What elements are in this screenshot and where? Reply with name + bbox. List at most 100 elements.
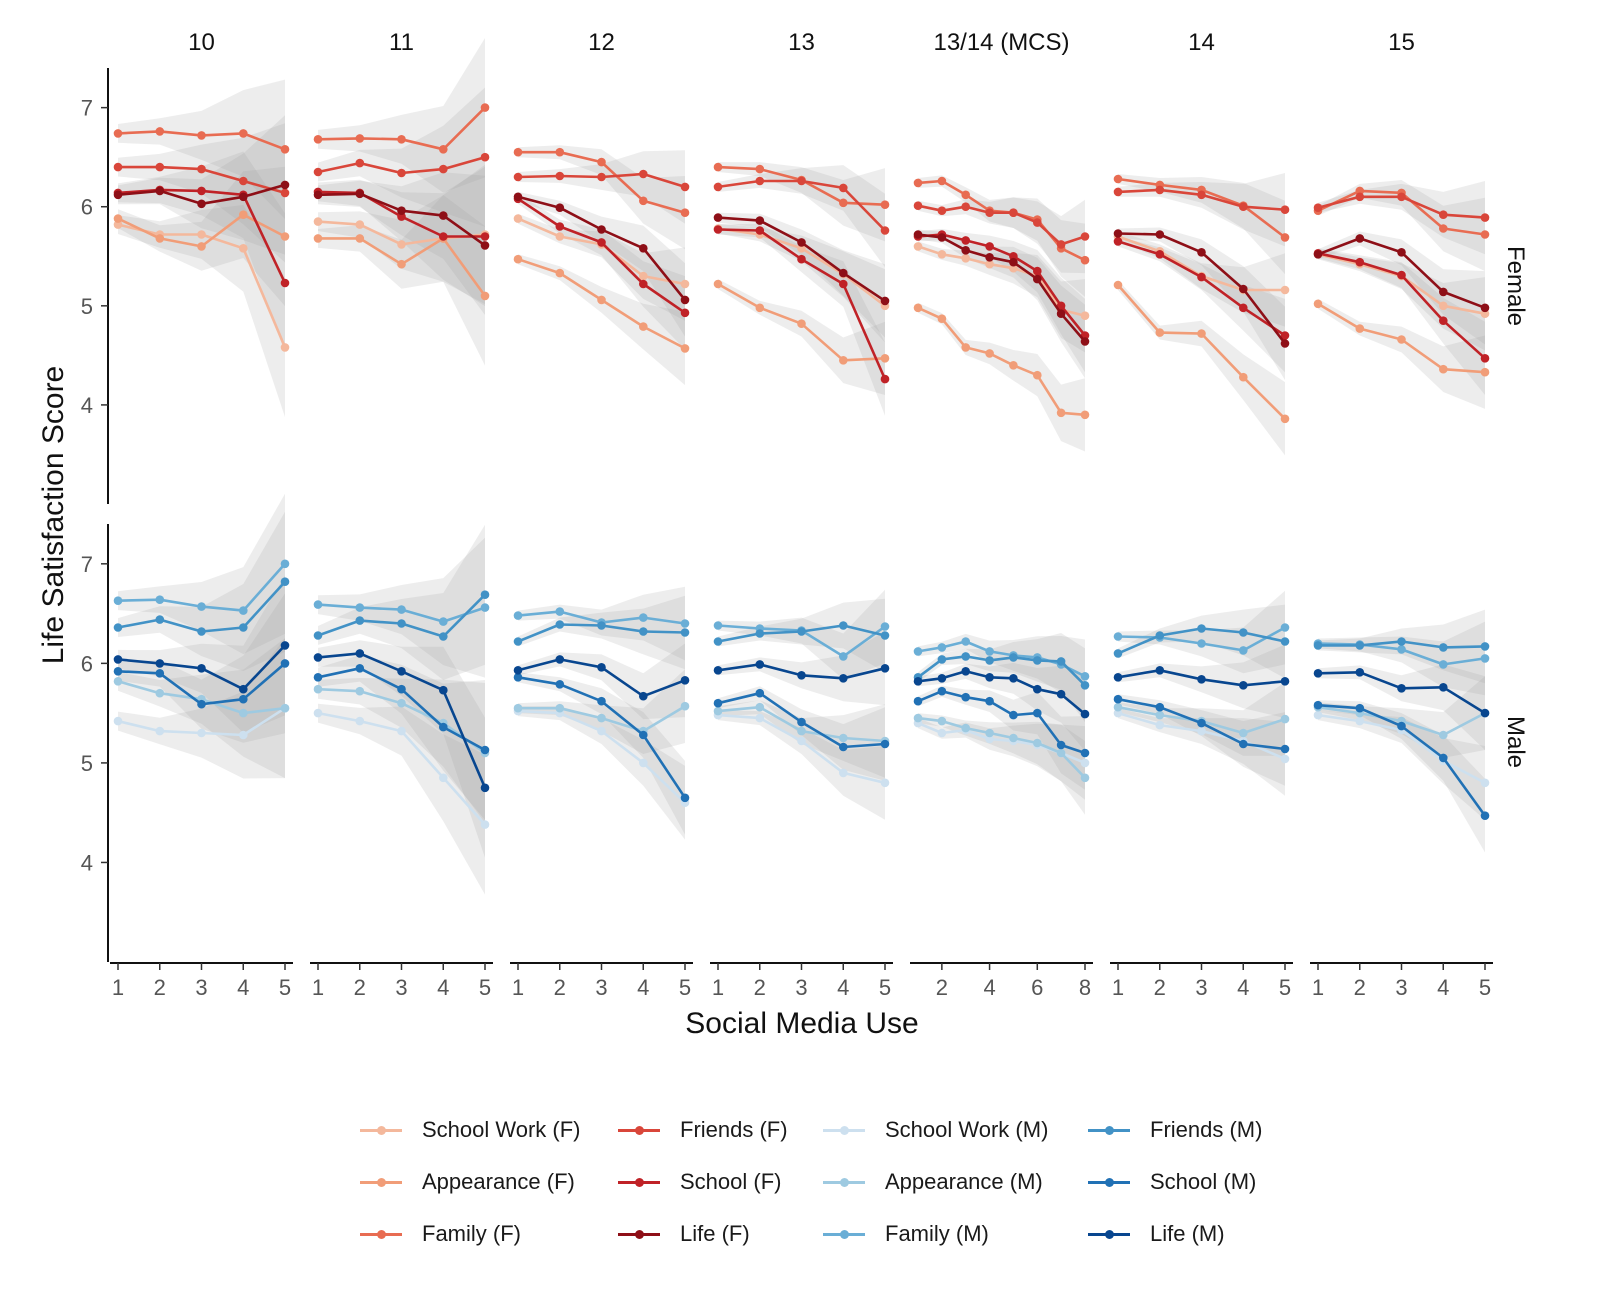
data-point-1-2-1	[555, 268, 565, 278]
data-point-1-2-3	[639, 322, 648, 331]
data-point-9-1-3	[439, 632, 448, 641]
x-tick-label: 2	[754, 975, 766, 1000]
data-point-4-3-4	[880, 374, 890, 384]
data-point-2-3-0	[713, 162, 723, 172]
legend-swatch	[1088, 1115, 1130, 1145]
confidence-band-7-1	[318, 678, 485, 823]
data-point-1-0-0	[113, 214, 123, 223]
data-point-8-3-4	[880, 622, 890, 631]
data-point-4-6-2	[1397, 270, 1406, 280]
confidence-band-11-4	[918, 662, 1085, 751]
data-point-9-3-2	[797, 627, 806, 636]
data-point-2-5-4	[1280, 233, 1290, 242]
x-tick-label: 5	[679, 975, 691, 1000]
data-point-6-6-1	[1355, 716, 1365, 726]
data-point-11-6-0	[1313, 669, 1323, 678]
data-point-5-1-2	[397, 206, 406, 215]
data-point-0-0-2	[197, 230, 206, 239]
data-point-6-2-3	[639, 758, 648, 768]
legend-item: Friends (F)	[618, 1115, 788, 1145]
data-point-1-2-0	[513, 254, 523, 264]
data-point-10-5-4	[1280, 744, 1290, 754]
data-point-7-1-2	[397, 698, 406, 708]
data-point-0-2-3	[639, 271, 648, 281]
data-point-10-1-1	[355, 664, 365, 673]
data-point-1-5-2	[1197, 329, 1206, 338]
data-point-11-2-0	[513, 666, 523, 675]
data-point-11-5-1	[1155, 666, 1165, 675]
data-point-0-6-4	[1480, 309, 1490, 319]
data-point-2-4-2	[961, 190, 970, 200]
data-point-2-4-7	[1080, 255, 1090, 265]
data-point-11-0-4	[280, 641, 290, 650]
data-point-7-0-0	[113, 677, 123, 686]
legend-swatch	[360, 1167, 402, 1197]
data-point-0-4-3	[985, 259, 994, 269]
data-point-4-4-5	[1033, 266, 1042, 276]
data-point-3-2-2	[597, 172, 606, 182]
x-tick-label: 4	[637, 975, 649, 1000]
confidence-band-8-4	[918, 633, 1085, 714]
data-point-6-3-2	[797, 736, 806, 746]
data-point-8-0-0	[113, 596, 123, 605]
legend-item: Family (M)	[823, 1219, 989, 1249]
x-tick-label: 5	[1479, 975, 1491, 1000]
data-point-5-1-4	[480, 241, 490, 250]
confidence-band-10-1	[318, 655, 485, 820]
data-point-9-3-4	[880, 631, 890, 640]
data-point-3-4-6	[1056, 240, 1066, 249]
data-point-3-2-3	[639, 169, 648, 179]
data-point-9-2-4	[680, 628, 690, 637]
x-tick-label: 3	[1395, 975, 1407, 1000]
data-point-5-5-0	[1113, 229, 1123, 238]
confidence-band-0-4	[918, 241, 1085, 353]
y-tick-label: 4	[81, 850, 93, 875]
data-point-1-5-4	[1280, 414, 1290, 424]
data-point-11-4-0	[913, 677, 923, 686]
legend-label: Family (F)	[422, 1221, 521, 1246]
data-point-9-2-3	[639, 627, 648, 636]
data-point-10-6-4	[1480, 811, 1490, 820]
legend-item: Appearance (F)	[360, 1167, 575, 1197]
x-tick-label: 4	[837, 975, 849, 1000]
data-point-6-3-3	[839, 768, 848, 778]
data-point-3-4-0	[913, 201, 923, 210]
y-tick-label: 6	[81, 651, 93, 676]
data-point-9-4-1	[937, 655, 947, 664]
data-point-4-2-4	[680, 308, 690, 318]
data-point-9-5-4	[1280, 637, 1290, 646]
data-point-11-1-2	[397, 667, 406, 676]
x-tick-label: 2	[154, 975, 166, 1000]
data-point-5-4-1	[937, 233, 947, 242]
confidence-band-7-4	[918, 713, 1085, 815]
data-point-3-0-3	[239, 176, 248, 186]
data-point-1-1-0	[313, 234, 323, 243]
data-point-3-0-4	[280, 188, 290, 198]
data-point-4-2-1	[555, 222, 565, 231]
data-point-4-5-2	[1197, 272, 1206, 282]
data-point-0-4-4	[1009, 263, 1018, 273]
data-point-6-1-2	[397, 726, 406, 736]
data-point-11-2-1	[555, 655, 565, 664]
data-point-1-6-4	[1480, 367, 1490, 377]
data-point-4-3-3	[839, 279, 848, 289]
data-point-10-2-1	[555, 680, 565, 689]
data-point-11-5-2	[1197, 675, 1206, 684]
data-point-11-2-4	[680, 676, 690, 685]
data-point-10-4-7	[1080, 748, 1090, 758]
legend-item: Life (M)	[1088, 1219, 1225, 1249]
data-point-10-6-1	[1355, 703, 1365, 713]
data-point-10-6-2	[1397, 721, 1406, 731]
data-point-3-3-1	[755, 176, 765, 186]
data-point-6-3-4	[880, 778, 890, 788]
confidence-band-10-4	[918, 685, 1085, 790]
data-point-1-4-7	[1080, 410, 1090, 420]
data-point-11-4-4	[1009, 674, 1018, 683]
data-point-8-2-0	[513, 611, 523, 620]
confidence-band-11-1	[318, 640, 485, 858]
data-point-3-4-2	[961, 202, 970, 211]
data-point-5-6-4	[1480, 303, 1490, 313]
data-point-8-0-1	[155, 595, 165, 604]
data-point-2-2-2	[597, 157, 606, 167]
x-tick-label: 3	[1195, 975, 1207, 1000]
